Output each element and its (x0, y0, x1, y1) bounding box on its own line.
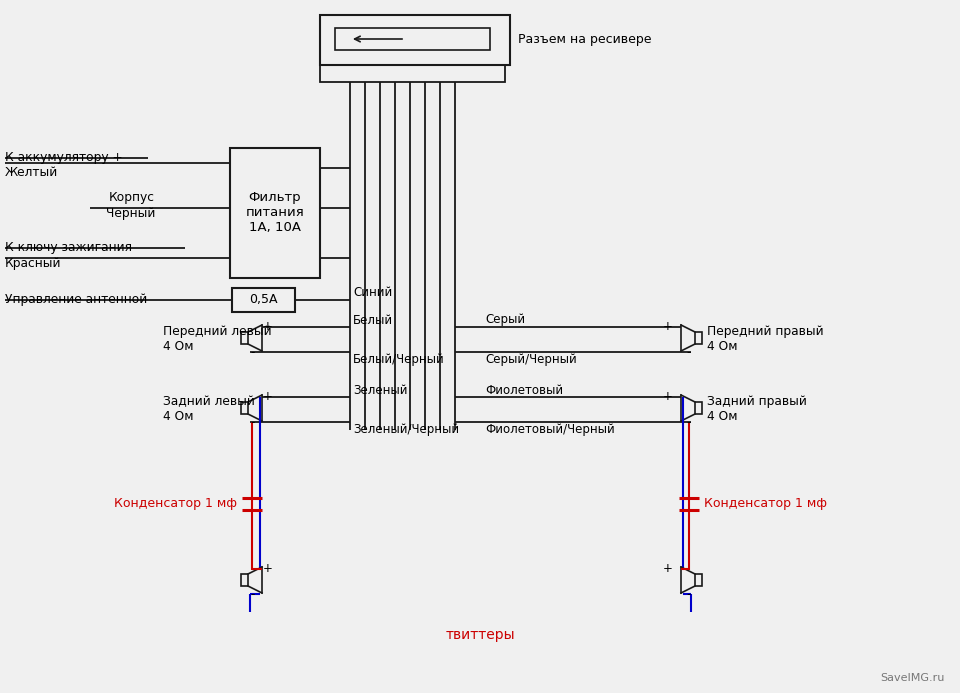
Text: Управление антенной: Управление антенной (5, 294, 147, 306)
Text: Красный: Красный (5, 256, 61, 270)
Text: 4 Ом: 4 Ом (163, 340, 194, 353)
Text: Передний левый: Передний левый (163, 326, 272, 338)
Text: +: + (263, 320, 273, 333)
Text: Задний правый: Задний правый (707, 396, 806, 408)
Text: Передний правый: Передний правый (707, 326, 824, 338)
Bar (695, 402, 702, 414)
Text: +: + (263, 563, 273, 575)
Bar (241, 402, 248, 414)
Bar (241, 332, 248, 344)
Text: 0,5А: 0,5А (250, 294, 277, 306)
Text: Зеленый/Черный: Зеленый/Черный (353, 423, 459, 436)
Text: +: + (263, 390, 273, 403)
Text: 4 Ом: 4 Ом (707, 410, 737, 423)
Text: Серый/Черный: Серый/Черный (485, 353, 577, 366)
Text: Зеленый: Зеленый (353, 383, 407, 396)
Bar (695, 574, 702, 586)
Bar (335, 28, 490, 50)
Bar (320, 15, 510, 65)
Text: К аккумулятору +: К аккумулятору + (5, 152, 123, 164)
Text: +: + (663, 390, 673, 403)
Text: Черный: Черный (106, 207, 155, 220)
Bar (320, 65, 505, 82)
Text: SaveIMG.ru: SaveIMG.ru (880, 673, 945, 683)
Text: Фиолетовый: Фиолетовый (485, 383, 564, 396)
Text: -: - (686, 346, 691, 359)
Text: твиттеры: твиттеры (445, 628, 515, 642)
Bar (695, 332, 702, 344)
Text: Белый/Черный: Белый/Черный (353, 353, 444, 366)
Text: Серый: Серый (485, 313, 525, 326)
Text: -: - (250, 346, 254, 359)
Bar (230, 148, 320, 278)
Text: Разъем на ресивере: Разъем на ресивере (518, 33, 652, 46)
Text: Синий: Синий (353, 286, 393, 299)
Text: Конденсатор 1 мф: Конденсатор 1 мф (704, 498, 827, 511)
Bar (241, 574, 248, 586)
Text: Фиолетовый/Черный: Фиолетовый/Черный (485, 423, 614, 436)
Text: 4 Ом: 4 Ом (163, 410, 194, 423)
Text: Корпус: Корпус (109, 191, 155, 204)
Text: К ключу зажигания: К ключу зажигания (5, 241, 132, 254)
Bar (232, 288, 295, 312)
Text: Конденсатор 1 мф: Конденсатор 1 мф (114, 498, 237, 511)
Text: -: - (686, 588, 691, 601)
Text: Белый: Белый (353, 313, 394, 326)
Text: 4 Ом: 4 Ом (707, 340, 737, 353)
Text: +: + (663, 563, 673, 575)
Text: +: + (663, 320, 673, 333)
Text: -: - (250, 416, 254, 429)
Text: Фильтр
питания
1А, 10А: Фильтр питания 1А, 10А (246, 191, 304, 234)
Text: -: - (250, 588, 254, 601)
Text: -: - (686, 416, 691, 429)
Text: Задний левый: Задний левый (163, 396, 254, 408)
Text: Желтый: Желтый (5, 166, 59, 179)
